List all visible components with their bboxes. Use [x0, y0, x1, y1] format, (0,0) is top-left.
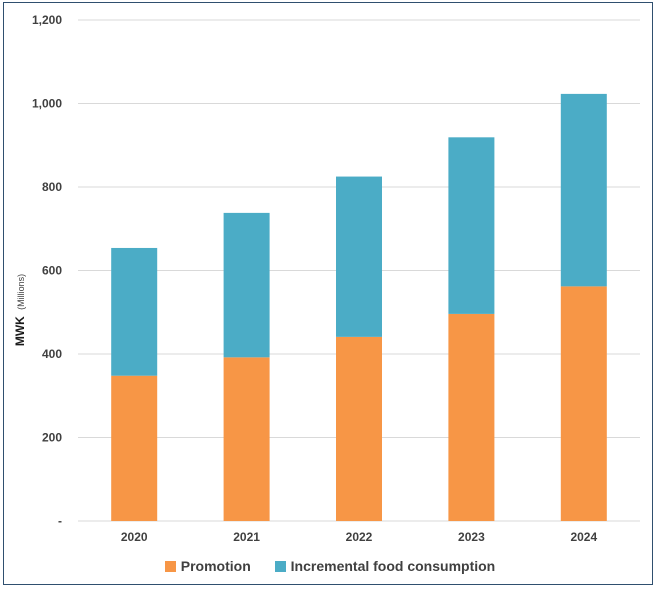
x-tick-label: 2021	[233, 530, 260, 544]
y-tick-label: 1,000	[32, 97, 62, 111]
legend-label-promotion: Promotion	[180, 558, 251, 574]
bar-incremental-food-consumption	[111, 247, 158, 376]
x-tick-label: 2022	[346, 530, 373, 544]
x-tick-label: 2024	[570, 530, 597, 544]
y-tick-label: 1,200	[32, 13, 62, 27]
legend: Promotion Incremental food consumption	[0, 558, 660, 575]
y-tick-label: 800	[42, 180, 62, 194]
bar-promotion	[560, 286, 607, 521]
legend-swatch-promotion	[164, 560, 176, 572]
y-axis-ticks: - 200 400 600 800 1,000 1,200	[32, 13, 62, 528]
y-axis-label: MWK (Millions)	[13, 274, 27, 346]
legend-item-promotion: Promotion	[164, 558, 251, 574]
legend-label-incremental-food-consumption: Incremental food consumption	[290, 558, 496, 574]
y-tick-label: 200	[42, 431, 62, 445]
bar-promotion	[111, 375, 158, 521]
bar-promotion	[223, 357, 270, 521]
bar-incremental-food-consumption	[336, 176, 382, 337]
legend-item-incremental-food-consumption: Incremental food consumption	[274, 558, 496, 574]
x-tick-label: 2020	[121, 530, 148, 544]
bars	[111, 93, 607, 521]
y-tick-label: 600	[42, 264, 62, 278]
y-axis-label-unit: (Millions)	[16, 274, 26, 310]
y-tick-label: -	[58, 514, 62, 528]
bar-incremental-food-consumption	[560, 93, 607, 287]
x-axis-ticks: 2020 2021 2022 2023 2024	[121, 530, 598, 544]
y-tick-label: 400	[42, 347, 62, 361]
bar-promotion	[336, 336, 382, 521]
x-tick-label: 2023	[458, 530, 485, 544]
bar-incremental-food-consumption	[223, 212, 270, 358]
legend-swatch-incremental-food-consumption	[274, 560, 286, 572]
y-axis-label-main: MWK	[13, 316, 27, 346]
bar-incremental-food-consumption	[448, 137, 495, 314]
bar-promotion	[448, 313, 495, 521]
